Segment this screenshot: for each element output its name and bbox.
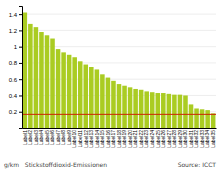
bar xyxy=(161,93,166,128)
y-tick: 0.2 xyxy=(9,109,22,115)
bar xyxy=(72,57,77,128)
bar xyxy=(211,113,216,128)
bar xyxy=(133,89,138,128)
bar xyxy=(28,24,33,128)
y-axis: 0.2 0.4 0.6 0.8 1 1.2 1.4 xyxy=(9,7,23,129)
y-tick-mark xyxy=(19,112,22,113)
bar xyxy=(95,69,100,128)
bar xyxy=(150,92,155,128)
bar xyxy=(139,90,144,128)
y-tick: 1.4 xyxy=(9,12,22,18)
bar xyxy=(78,61,83,128)
grid-line xyxy=(22,30,216,31)
bar xyxy=(183,95,188,128)
reference-line xyxy=(22,114,216,115)
title: g/km Stickstoffdioxid-Emissionen xyxy=(4,161,107,169)
bar xyxy=(144,91,149,128)
y-tick-mark xyxy=(19,79,22,80)
bar xyxy=(23,13,28,128)
bar xyxy=(117,84,122,128)
y-tick-label: 0.8 xyxy=(9,60,18,66)
bar xyxy=(167,94,172,128)
bar xyxy=(178,95,183,128)
y-tick-label: 1.2 xyxy=(9,28,18,34)
y-tick-mark xyxy=(19,14,22,15)
bar xyxy=(61,52,66,128)
y-tick-label: 0.4 xyxy=(9,93,18,99)
y-tick-label: 0.2 xyxy=(9,109,18,115)
x-axis-line xyxy=(23,128,217,129)
y-tick-label: 1 xyxy=(14,44,18,50)
marks xyxy=(22,13,216,128)
y-tick-mark xyxy=(19,63,22,64)
y-axis-line xyxy=(19,7,23,129)
bar xyxy=(83,65,88,128)
annotation: Source: ICCT xyxy=(178,161,217,168)
y-tick-mark xyxy=(19,30,22,31)
x-tick-label: Label35 xyxy=(210,130,216,148)
bar xyxy=(194,108,199,128)
bar xyxy=(56,49,61,128)
bar xyxy=(172,95,177,128)
y-tick: 0.8 xyxy=(9,60,22,66)
chart: 0.2 0.4 0.6 0.8 1 1.2 1.4 Label1Label2Label3Lab… xyxy=(0,0,220,170)
bar xyxy=(89,67,94,128)
grid-line xyxy=(22,14,216,15)
y-tick-label: 0.6 xyxy=(9,77,18,83)
bar xyxy=(34,27,39,128)
bar xyxy=(128,87,133,128)
bar xyxy=(205,110,210,128)
bar xyxy=(122,86,127,128)
bar xyxy=(100,74,105,128)
x-tick: Label35 xyxy=(210,128,216,148)
y-tick-label: 1.4 xyxy=(9,12,18,18)
y-tick: 1.2 xyxy=(9,28,22,34)
bar xyxy=(67,55,72,128)
y-tick-mark xyxy=(19,47,22,48)
plot: 0.2 0.4 0.6 0.8 1 1.2 1.4 Label1Label2Label3Lab… xyxy=(9,7,217,148)
x-axis: Label1Label2Label3Label4Label5Label6Labe… xyxy=(22,128,217,148)
y-tick: 0.4 xyxy=(9,93,22,99)
y-tick: 0.6 xyxy=(9,77,22,83)
y-tick: 1 xyxy=(14,44,22,50)
y-tick-mark xyxy=(19,95,22,96)
bar xyxy=(200,109,205,128)
bar xyxy=(106,78,111,128)
bar xyxy=(39,32,44,128)
bar xyxy=(189,104,194,128)
bar xyxy=(111,81,116,128)
bar xyxy=(156,93,161,128)
